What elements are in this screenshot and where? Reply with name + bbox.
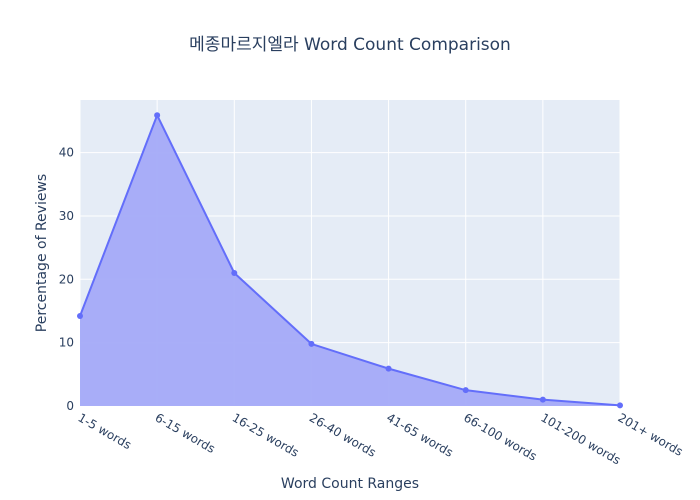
y-tick-label: 20 [59, 272, 74, 286]
data-point-6-15 words [154, 112, 161, 119]
y-tick-labels: 0 10 20 30 40 [59, 146, 74, 413]
y-tick-label: 40 [59, 146, 74, 160]
data-point-26-40 words [308, 340, 315, 347]
data-point-1-5 words [77, 313, 83, 320]
data-point-41-65 words [385, 365, 392, 372]
y-tick-label: 0 [66, 399, 74, 413]
data-point-16-25 words [231, 269, 238, 276]
chart-title: 메종마르지엘라 Word Count Comparison [189, 35, 511, 55]
data-point-101-200 words [539, 396, 546, 403]
y-tick-label: 30 [59, 209, 74, 223]
area-fill [80, 115, 620, 407]
data-points [77, 112, 623, 409]
x-axis-title: Word Count Ranges [281, 476, 419, 492]
data-point-66-100 words [462, 387, 469, 394]
data-point-201+ words [617, 402, 623, 409]
y-axis-title: Percentage of Reviews [34, 174, 50, 332]
y-tick-label: 10 [59, 336, 74, 350]
series-line [79, 112, 621, 407]
